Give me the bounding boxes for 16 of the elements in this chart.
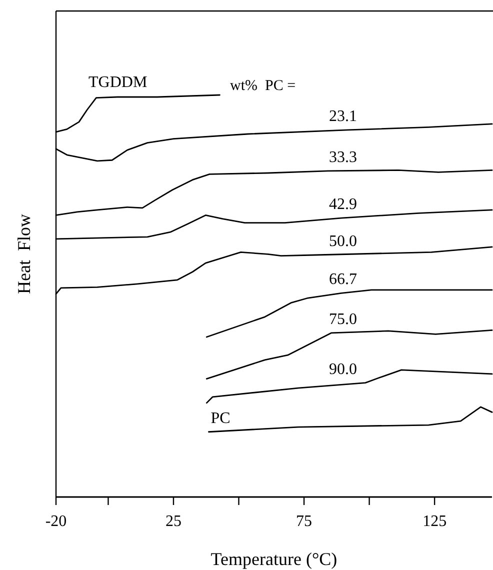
series-label: 33.3 [329,148,357,166]
text: wt% PC = [230,78,296,94]
x-tick-label: 25 [165,513,182,530]
series-label: 75.0 [329,310,357,328]
series-label: TGDDM [88,74,148,92]
y-axis-title: Heat Flow [14,214,34,294]
series-label: PC [210,410,230,427]
series-label: 90.0 [329,360,357,378]
series-label: 23.1 [329,108,357,125]
x-tick-label: -20 [45,513,67,530]
x-axis-title: Temperature (°C) [210,549,338,569]
series-label: 66.7 [329,271,357,288]
x-tick-label: 125 [422,513,447,530]
series-label: 50.0 [329,232,357,250]
x-tick-label: 75 [296,513,312,530]
series-label: 42.9 [329,196,357,214]
